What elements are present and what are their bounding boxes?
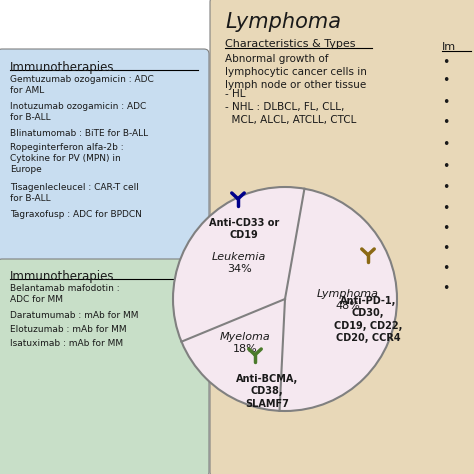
Text: - NHL : DLBCL, FL, CLL,
  MCL, ALCL, ATCLL, CTCL: - NHL : DLBCL, FL, CLL, MCL, ALCL, ATCLL… [225,102,356,125]
Text: Im: Im [442,42,456,52]
Text: Blinatumomab : BiTE for B-ALL: Blinatumomab : BiTE for B-ALL [10,129,148,138]
Circle shape [173,187,397,411]
Text: •: • [442,160,449,173]
Text: •: • [442,282,449,295]
Text: 48%: 48% [336,301,360,311]
Text: •: • [442,181,449,194]
Text: •: • [442,222,449,235]
Text: Tisagenlecleucel : CAR-T cell
for B-ALL: Tisagenlecleucel : CAR-T cell for B-ALL [10,183,139,203]
Text: Anti-PD-1,
CD30,
CD19, CD22,
CD20, CCR4: Anti-PD-1, CD30, CD19, CD22, CD20, CCR4 [334,296,402,343]
Text: Gemtuzumab ozogamicin : ADC
for AML: Gemtuzumab ozogamicin : ADC for AML [10,75,154,95]
FancyBboxPatch shape [210,0,474,474]
Text: Leukemia: Leukemia [212,252,266,262]
Text: Immunotherapies: Immunotherapies [10,61,115,74]
Text: Isatuximab : mAb for MM: Isatuximab : mAb for MM [10,339,123,348]
Text: •: • [442,202,449,215]
Text: Inotuzumab ozogamicin : ADC
for B-ALL: Inotuzumab ozogamicin : ADC for B-ALL [10,102,146,122]
Text: •: • [442,242,449,255]
Text: Abnormal growth of
lymphocytic cancer cells in
lymph node or other tissue: Abnormal growth of lymphocytic cancer ce… [225,54,367,91]
Text: Lymphoma: Lymphoma [317,290,379,300]
Text: Anti-BCMA,
CD38,
SLAMF7: Anti-BCMA, CD38, SLAMF7 [236,374,298,409]
FancyBboxPatch shape [0,259,209,474]
Text: Tagraxofusp : ADC for BPDCN: Tagraxofusp : ADC for BPDCN [10,210,142,219]
Text: Myeloma: Myeloma [219,332,270,342]
Text: •: • [442,116,449,129]
Text: Belantamab mafodotin :
ADC for MM: Belantamab mafodotin : ADC for MM [10,284,119,304]
Text: Characteristics & Types: Characteristics & Types [225,39,356,49]
Text: •: • [442,96,449,109]
Text: •: • [442,74,449,87]
Text: Daratumumab : mAb for MM: Daratumumab : mAb for MM [10,311,138,320]
Text: •: • [442,138,449,151]
Text: Elotuzumab : mAb for MM: Elotuzumab : mAb for MM [10,325,127,334]
Text: •: • [442,56,449,69]
Text: Anti-CD33 or
CD19: Anti-CD33 or CD19 [209,218,279,240]
Text: 34%: 34% [227,264,252,274]
Text: 18%: 18% [232,344,257,354]
Text: Immunotherapies: Immunotherapies [10,270,115,283]
FancyBboxPatch shape [0,49,209,264]
Text: - HL: - HL [225,89,246,99]
Text: Lymphoma: Lymphoma [225,12,341,32]
Text: Ropeginterferon alfa-2b :
Cytokine for PV (MPN) in
Europe: Ropeginterferon alfa-2b : Cytokine for P… [10,143,124,174]
Text: •: • [442,262,449,275]
